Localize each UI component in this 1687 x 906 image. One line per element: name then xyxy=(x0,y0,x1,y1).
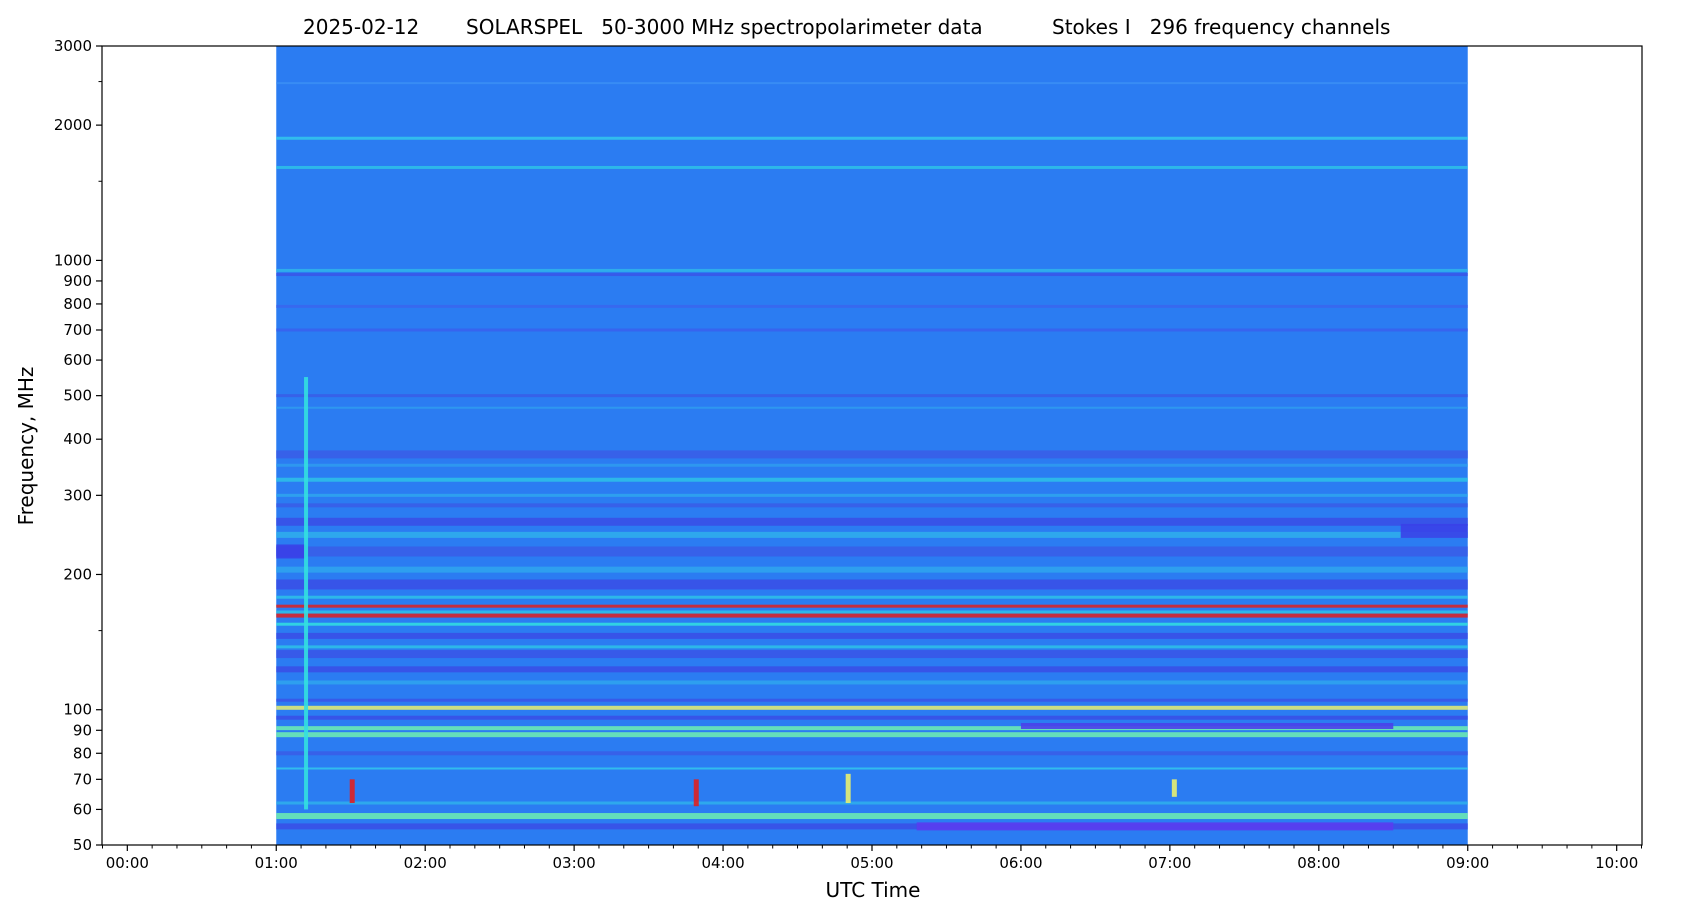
x-tick-label: 07:00 xyxy=(1148,854,1191,872)
spectral-line xyxy=(276,394,1468,398)
spectral-line xyxy=(276,268,1468,272)
x-tick-label: 08:00 xyxy=(1297,854,1340,872)
x-tick-label: 03:00 xyxy=(553,854,596,872)
spectral-line xyxy=(276,767,1468,770)
spectral-line xyxy=(276,823,1468,830)
y-tick-label: 60 xyxy=(73,800,92,818)
spectral-line xyxy=(276,726,1468,731)
y-tick-label: 300 xyxy=(63,486,92,504)
burst-mark xyxy=(693,779,699,807)
x-axis: 00:00 01:00 02:00 03:00 04:00 05:00 06:00 07:00… xyxy=(101,845,1643,872)
burst-mark xyxy=(845,773,851,804)
spectral-line xyxy=(276,715,1468,720)
burst-mark xyxy=(349,779,355,804)
x-tick-label: 04:00 xyxy=(701,854,744,872)
spectral-line xyxy=(276,517,1468,526)
spectral-line xyxy=(276,613,1468,618)
spectral-line xyxy=(276,680,1468,685)
spectral-line xyxy=(276,531,1468,538)
y-tick-label: 200 xyxy=(63,565,92,583)
spectral-line xyxy=(276,304,1468,308)
y-tick-label: 50 xyxy=(73,836,92,854)
spectral-line xyxy=(276,328,1468,332)
spectral-line xyxy=(276,666,1468,673)
y-tick-label: 700 xyxy=(63,321,92,339)
spectral-line xyxy=(276,610,1468,614)
spectral-line xyxy=(276,645,1468,649)
y-tick-label: 70 xyxy=(73,770,92,788)
y-tick-label: 90 xyxy=(73,721,92,739)
spectral-line xyxy=(276,801,1468,805)
spectral-line xyxy=(276,698,1468,702)
x-axis-label: UTC Time xyxy=(826,878,921,902)
y-axis: 50 60 70 80 90 100 200 300 400 500 600 700 800 900 100… xyxy=(54,37,102,854)
spectral-line xyxy=(276,493,1468,497)
dark-segment xyxy=(1400,523,1468,538)
spectral-line xyxy=(276,273,1468,277)
x-tick-label: 00:00 xyxy=(106,854,149,872)
spectral-line xyxy=(276,450,1468,459)
spectral-line xyxy=(276,82,1468,85)
spectral-line xyxy=(276,503,1468,508)
dark-segment xyxy=(1020,723,1394,730)
spectral-line xyxy=(276,813,1468,820)
spectral-line xyxy=(276,579,1468,590)
x-tick-label: 02:00 xyxy=(404,854,447,872)
y-tick-label: 100 xyxy=(63,701,92,719)
x-tick-label: 10:00 xyxy=(1595,854,1638,872)
plot-area xyxy=(276,46,1468,845)
spectral-line xyxy=(276,595,1468,599)
spectral-line xyxy=(276,604,1468,608)
spectral-line xyxy=(276,546,1468,557)
y-tick-label: 500 xyxy=(63,387,92,405)
chart-title-instrument: SOLARSPEL 50-3000 MHz spectropolarimeter… xyxy=(466,15,983,39)
burst-mark xyxy=(304,377,309,810)
y-tick-label: 2000 xyxy=(54,116,92,134)
x-tick-label: 09:00 xyxy=(1446,854,1489,872)
spectral-line xyxy=(276,650,1468,659)
data-coverage-block xyxy=(276,46,1468,845)
spectral-line xyxy=(276,406,1468,409)
x-tick-label: 06:00 xyxy=(999,854,1042,872)
x-tick-label: 01:00 xyxy=(255,854,298,872)
spectral-line xyxy=(276,705,1468,710)
spectral-line xyxy=(276,463,1468,467)
y-tick-label: 3000 xyxy=(54,37,92,55)
chart-title-date: 2025-02-12 xyxy=(303,15,419,39)
spectral-line xyxy=(276,136,1468,140)
burst-mark xyxy=(1171,779,1177,797)
y-axis-label: Frequency, MHz xyxy=(14,367,38,526)
y-tick-label: 600 xyxy=(63,351,92,369)
spectral-line xyxy=(276,566,1468,573)
spectral-line xyxy=(276,622,1468,626)
spectral-line xyxy=(276,751,1468,756)
chart-title-stokes: Stokes I 296 frequency channels xyxy=(1052,15,1390,39)
x-tick-label: 05:00 xyxy=(850,854,893,872)
y-tick-label: 1000 xyxy=(54,251,92,269)
y-tick-label: 900 xyxy=(63,272,92,290)
spectral-line xyxy=(276,632,1468,639)
spectral-line xyxy=(276,477,1468,482)
dark-segment xyxy=(276,544,307,559)
dark-segment xyxy=(916,822,1394,831)
y-tick-label: 400 xyxy=(63,430,92,448)
spectral-line xyxy=(276,165,1468,169)
spectral-line xyxy=(276,732,1468,738)
y-tick-label: 80 xyxy=(73,744,92,762)
y-tick-label: 800 xyxy=(63,295,92,313)
